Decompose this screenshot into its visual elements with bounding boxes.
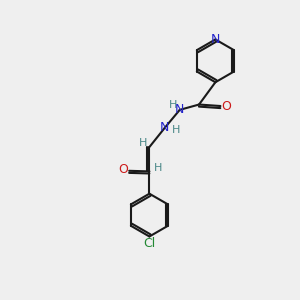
Text: O: O — [221, 100, 231, 112]
Text: Cl: Cl — [143, 237, 155, 250]
Text: N: N — [211, 33, 220, 46]
Text: H: H — [169, 100, 177, 110]
Text: N: N — [160, 121, 170, 134]
Text: N: N — [175, 103, 184, 116]
Text: O: O — [118, 163, 128, 176]
Text: H: H — [172, 125, 180, 135]
Text: H: H — [139, 138, 147, 148]
Text: H: H — [154, 163, 162, 173]
